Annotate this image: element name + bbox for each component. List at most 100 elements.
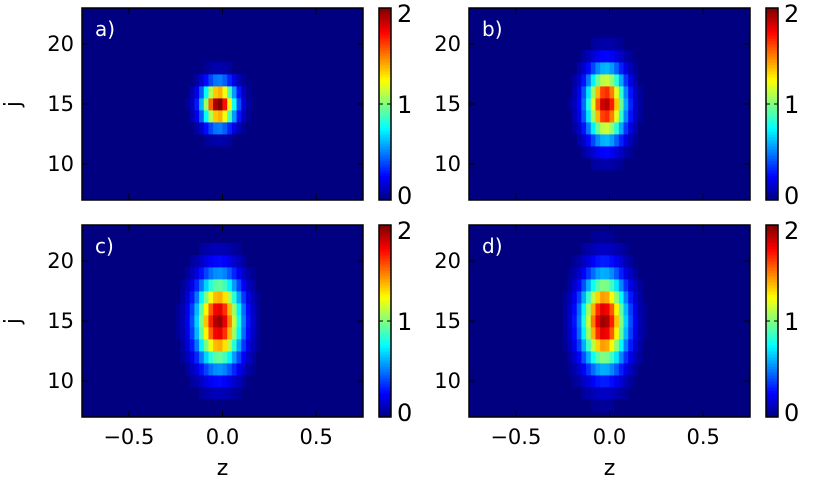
heatmap-cell — [241, 303, 247, 316]
colorbar-segment — [766, 80, 778, 84]
heatmap-cell — [236, 315, 242, 328]
heatmap-cell — [600, 146, 606, 159]
heatmap-cell — [604, 315, 610, 328]
heatmap-cell — [618, 267, 624, 280]
colorbar-segment — [766, 297, 778, 301]
heatmap-cell — [614, 146, 620, 159]
colorbar-segment — [379, 47, 391, 51]
heatmap-cell — [609, 327, 615, 340]
colorbar-segment — [379, 80, 391, 84]
heatmap-cell — [236, 122, 242, 135]
heatmap-cell — [236, 327, 242, 340]
colorbar-segment — [766, 324, 778, 328]
heatmap-cell — [199, 339, 205, 352]
heatmap-cell — [628, 98, 634, 111]
colorbar-segment — [379, 32, 391, 36]
heatmap-cell — [217, 351, 223, 364]
colorbar-segment — [766, 20, 778, 24]
heatmap-cell — [581, 339, 587, 352]
colorbar-segment — [766, 309, 778, 313]
heatmap-cell — [227, 375, 233, 388]
colorbar-segment — [379, 228, 391, 232]
heatmap-cell — [213, 279, 219, 292]
heatmap-cell — [236, 363, 242, 376]
colorbar-tick-label: 2 — [397, 0, 412, 28]
heatmap-cell — [208, 363, 214, 376]
colorbar-segment — [766, 176, 778, 180]
heatmap-cell — [231, 291, 237, 304]
heatmap-cell — [623, 327, 629, 340]
heatmap-cell — [203, 98, 209, 111]
heatmap-cell — [595, 38, 601, 51]
heatmap-cell — [595, 399, 601, 412]
heatmap-cell — [581, 327, 587, 340]
heatmap-cell — [208, 122, 214, 135]
heatmap-cell — [628, 267, 634, 280]
heatmap-cell — [637, 339, 643, 352]
heatmap-cell — [189, 110, 195, 123]
heatmap-cell — [581, 315, 587, 328]
heatmap-cell — [250, 267, 256, 280]
heatmap-cell — [255, 315, 261, 328]
heatmap-cell — [199, 255, 205, 268]
colorbar-segment — [766, 116, 778, 120]
heatmap-cell — [231, 351, 237, 364]
colorbar-segment — [766, 143, 778, 147]
heatmap-cell — [614, 363, 620, 376]
heatmap-cell — [217, 291, 223, 304]
heatmap-cell — [217, 110, 223, 123]
heatmap-cell — [227, 339, 233, 352]
heatmap-cell — [614, 303, 620, 316]
heatmap-cell — [572, 98, 578, 111]
colorbar: 0 1 2 — [765, 217, 799, 427]
heatmap-cell — [609, 50, 615, 63]
heatmap-cell — [581, 146, 587, 159]
heatmap-cell — [632, 267, 638, 280]
colorbar-segment — [766, 50, 778, 54]
heatmap-cell — [241, 375, 247, 388]
colorbar-segment — [766, 321, 778, 325]
heatmap-cell — [623, 134, 629, 147]
heatmap-cell — [595, 122, 601, 135]
heatmap-cell — [590, 255, 596, 268]
y-tick-label: 20 — [434, 32, 461, 56]
heatmap-cell — [199, 243, 205, 256]
heatmap-cell — [572, 255, 578, 268]
heatmap-cell — [185, 98, 191, 111]
colorbar-segment — [379, 116, 391, 120]
colorbar-segment — [379, 140, 391, 144]
heatmap-cell — [618, 327, 624, 340]
colorbar-segment — [766, 228, 778, 232]
heatmap-cell — [217, 315, 223, 328]
colorbar-segment — [766, 41, 778, 45]
colorbar-segment — [766, 399, 778, 403]
heatmap-cell — [180, 351, 186, 364]
heatmap-cell — [618, 351, 624, 364]
heatmap-cell — [567, 339, 573, 352]
colorbar-segment — [379, 330, 391, 334]
colorbar-segment — [379, 65, 391, 69]
heatmap-cell — [231, 375, 237, 388]
colorbar-segment — [766, 234, 778, 238]
heatmap-cell — [614, 375, 620, 388]
colorbar-segment — [766, 363, 778, 367]
heatmap-cell — [203, 351, 209, 364]
colorbar-segment — [379, 149, 391, 153]
colorbar-segment — [379, 405, 391, 409]
heatmap-cell — [590, 134, 596, 147]
heatmap-cell — [632, 327, 638, 340]
heatmap-cell — [595, 327, 601, 340]
heatmap-cell — [185, 279, 191, 292]
heatmap-cell — [250, 363, 256, 376]
heatmap-cell — [241, 327, 247, 340]
heatmap-cell — [203, 243, 209, 256]
heatmap-cell — [227, 86, 233, 99]
heatmap-cell — [586, 74, 592, 87]
colorbar-segment — [379, 285, 391, 289]
heatmap-cell — [199, 327, 205, 340]
heatmap-cell — [618, 86, 624, 99]
heatmap-cell — [194, 315, 200, 328]
heatmap-cell — [189, 375, 195, 388]
colorbar-segment — [379, 173, 391, 177]
heatmap-cell — [604, 267, 610, 280]
